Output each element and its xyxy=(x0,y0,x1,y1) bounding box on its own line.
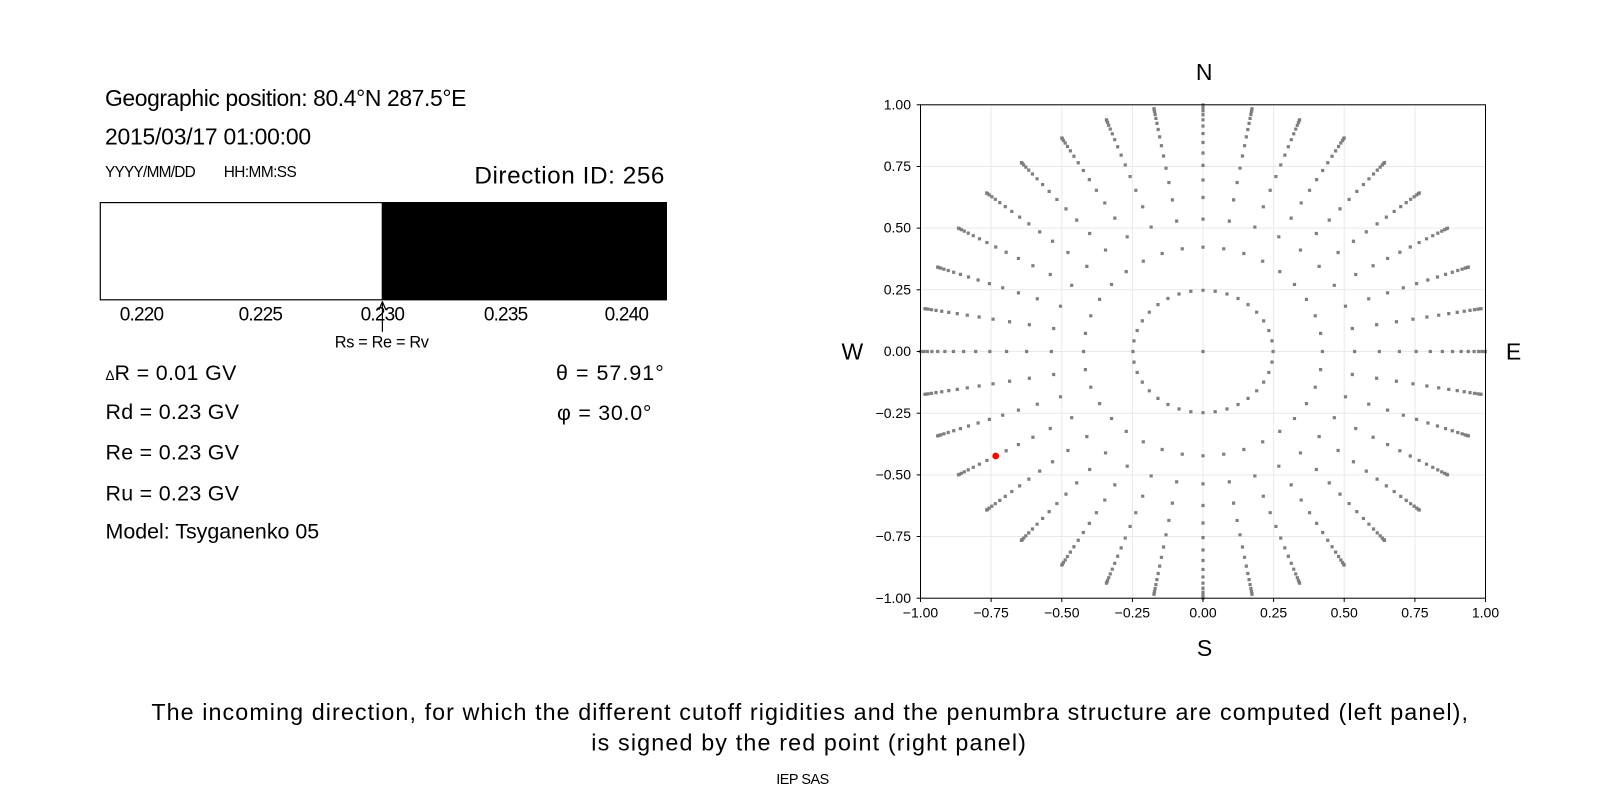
svg-text:−1.00: −1.00 xyxy=(903,604,939,620)
svg-text:Rs = Re = Rv: Rs = Re = Rv xyxy=(335,334,430,352)
svg-text:0.75: 0.75 xyxy=(884,158,911,174)
svg-text:W: W xyxy=(841,339,863,365)
svg-text:0.220: 0.220 xyxy=(120,305,164,326)
svg-text:0.50: 0.50 xyxy=(884,220,911,236)
svg-text:0.230: 0.230 xyxy=(361,305,405,326)
svg-text:Model: Tsyganenko 05: Model: Tsyganenko 05 xyxy=(106,520,320,544)
svg-text:φ = 30.0°: φ = 30.0° xyxy=(557,401,652,425)
svg-text:−0.75: −0.75 xyxy=(876,528,912,544)
svg-text:IEP SAS: IEP SAS xyxy=(776,772,829,788)
svg-text:Geographic position: 80.4°N 28: Geographic position: 80.4°N 287.5°E xyxy=(105,85,466,111)
svg-text:0.00: 0.00 xyxy=(1189,604,1216,620)
svg-text:−1.00: −1.00 xyxy=(876,590,912,606)
svg-text:E: E xyxy=(1506,339,1521,365)
svg-text:Rd = 0.23 GV: Rd = 0.23 GV xyxy=(106,400,240,424)
svg-text:S: S xyxy=(1197,635,1212,661)
svg-text:YYYY/MM/DD: YYYY/MM/DD xyxy=(105,164,196,181)
svg-text:1.00: 1.00 xyxy=(1472,604,1499,620)
svg-text:HH:MM:SS: HH:MM:SS xyxy=(224,164,297,181)
svg-text:θ = 57.91°: θ = 57.91° xyxy=(556,361,665,385)
svg-text:1.00: 1.00 xyxy=(884,96,911,112)
svg-text:N: N xyxy=(1196,59,1213,85)
svg-text:0.50: 0.50 xyxy=(1331,604,1358,620)
svg-text:−0.50: −0.50 xyxy=(1044,604,1080,620)
svg-text:0.225: 0.225 xyxy=(239,305,283,326)
svg-text:0.00: 0.00 xyxy=(884,343,911,359)
svg-text:0.240: 0.240 xyxy=(605,305,649,326)
svg-text:The incoming direction, for wh: The incoming direction, for which the di… xyxy=(151,699,1469,725)
svg-text:−0.25: −0.25 xyxy=(1115,604,1151,620)
svg-text:ΔR = 0.01 GV: ΔR = 0.01 GV xyxy=(106,361,238,385)
svg-text:Direction ID: 256: Direction ID: 256 xyxy=(474,163,665,190)
svg-text:0.75: 0.75 xyxy=(1401,604,1428,620)
svg-text:0.235: 0.235 xyxy=(484,305,528,326)
svg-text:0.25: 0.25 xyxy=(1260,604,1287,620)
svg-text:Re = 0.23 GV: Re = 0.23 GV xyxy=(106,441,240,465)
svg-text:−0.25: −0.25 xyxy=(876,405,912,421)
svg-text:0.25: 0.25 xyxy=(884,281,911,297)
svg-text:−0.50: −0.50 xyxy=(876,467,912,483)
svg-text:2015/03/17 01:00:00: 2015/03/17 01:00:00 xyxy=(105,124,311,150)
svg-text:−0.75: −0.75 xyxy=(973,604,1009,620)
svg-text:Ru = 0.23 GV: Ru = 0.23 GV xyxy=(106,482,240,506)
svg-text:is signed by the red point (ri: is signed by the red point (right panel) xyxy=(591,730,1027,756)
